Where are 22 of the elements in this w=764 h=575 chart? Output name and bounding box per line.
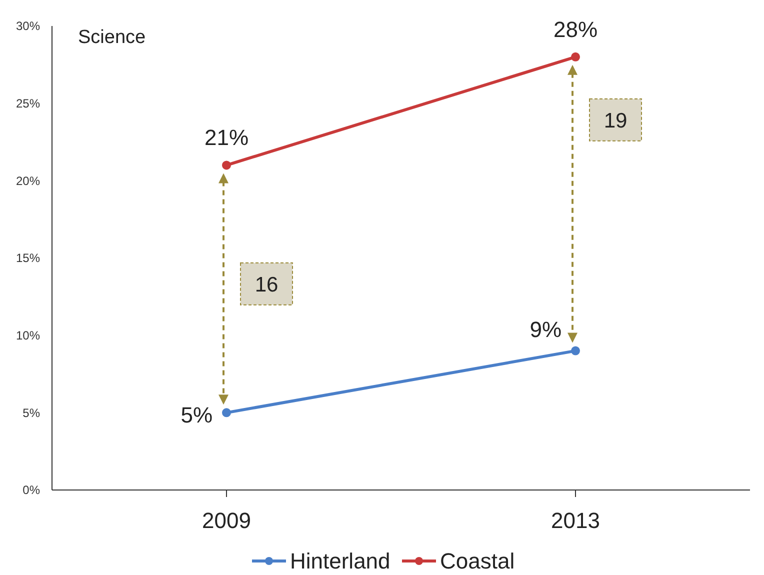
point	[222, 408, 231, 418]
data-label: 28%	[553, 16, 598, 42]
y-tick-label: 25%	[16, 96, 40, 111]
x-tick-label: 2009	[202, 508, 251, 533]
data-label: 5%	[180, 402, 212, 428]
chart-title: Science	[78, 27, 146, 48]
y-tick-label: 30%	[16, 19, 40, 34]
legend-label: Hinterland	[290, 548, 390, 574]
point	[571, 346, 580, 356]
y-tick-label: 15%	[16, 251, 40, 266]
annotation: 19	[604, 109, 628, 132]
y-tick-label: 5%	[22, 406, 40, 420]
data-label: 9%	[530, 316, 562, 342]
data-label: 21%	[204, 125, 249, 150]
x-tick-label: 2013	[551, 508, 600, 533]
y-tick-label: 20%	[16, 174, 40, 188]
y-tick-label: 10%	[16, 328, 40, 343]
legend-label: Coastal	[440, 548, 515, 574]
point	[222, 160, 231, 170]
y-tick-label: 0%	[22, 483, 40, 498]
point	[571, 52, 580, 62]
annotation: 16	[254, 273, 278, 296]
